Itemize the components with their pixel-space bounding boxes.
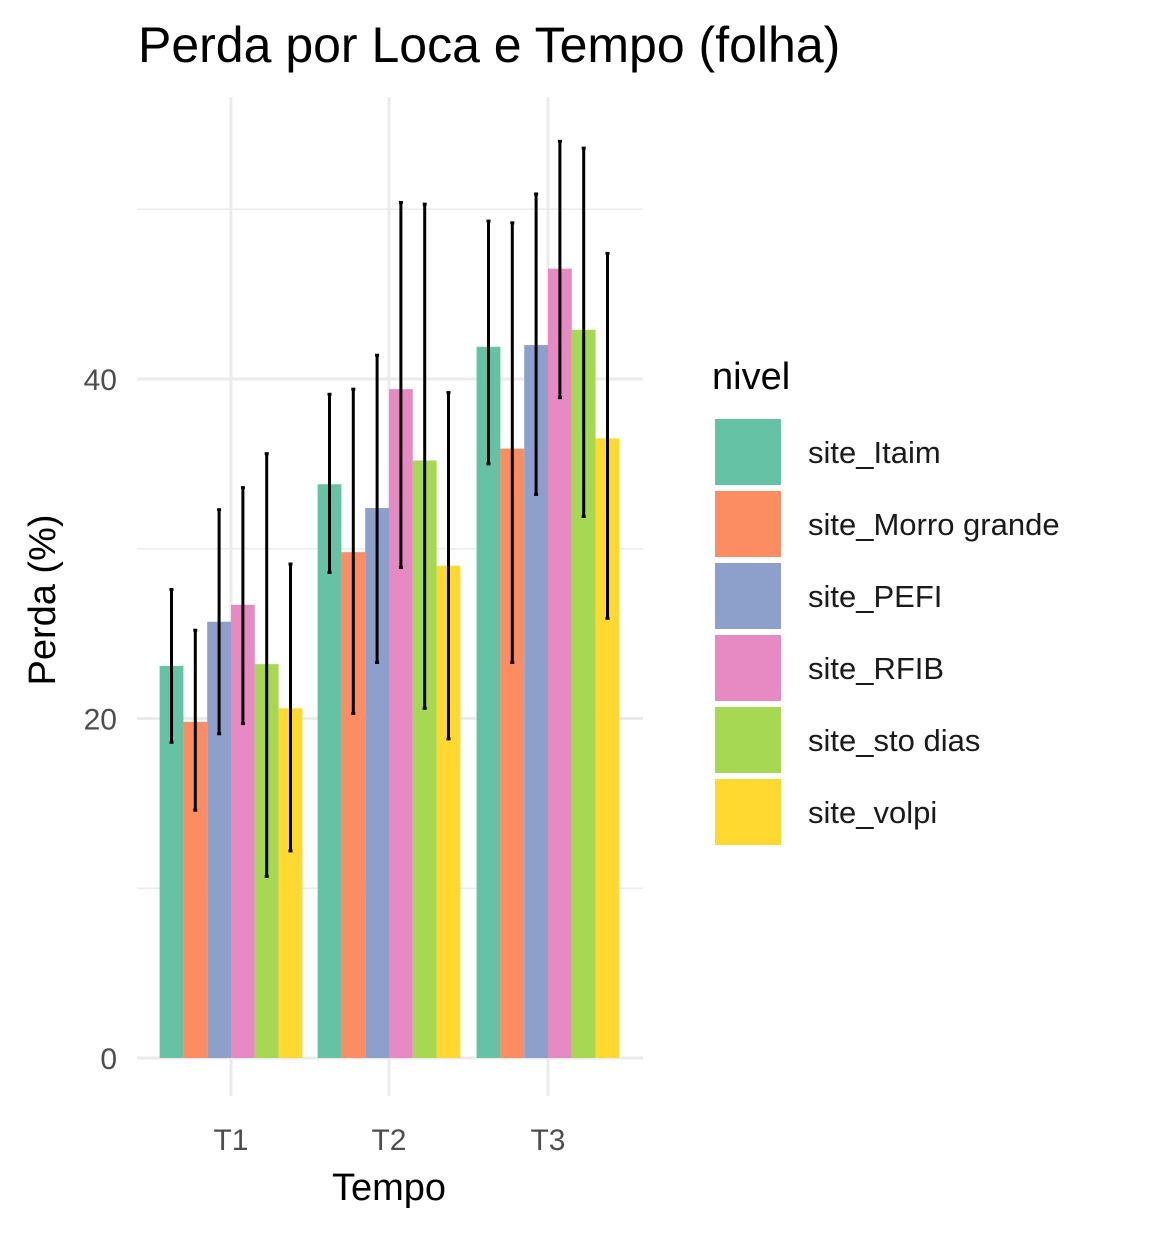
y-tick-label: 0	[100, 1043, 117, 1076]
bar	[436, 565, 461, 1058]
bar	[278, 708, 303, 1058]
y-axis-title: Perda (%)	[22, 514, 64, 685]
bar	[500, 448, 525, 1058]
legend-item: site_Morro grande	[715, 491, 1060, 557]
legend-item: site_RFIB	[715, 635, 944, 701]
x-tick-label: T2	[371, 1124, 406, 1157]
bar	[389, 389, 413, 1058]
legend-key	[715, 707, 781, 773]
bar	[412, 460, 437, 1059]
legend-label: site_RFIB	[808, 651, 944, 686]
legend-item: site_Itaim	[715, 419, 941, 485]
chart-title: Perda por Loca e Tempo (folha)	[138, 17, 840, 73]
y-tick-label: 40	[84, 364, 117, 397]
bar	[159, 665, 184, 1058]
legend-key	[715, 779, 781, 845]
legend-key	[715, 419, 781, 485]
legend-item: site_sto dias	[715, 707, 980, 773]
bar	[183, 721, 208, 1058]
x-tick-label: T1	[213, 1124, 248, 1157]
x-tick-label: T3	[530, 1124, 565, 1157]
legend-label: site_volpi	[808, 795, 937, 830]
bar	[571, 329, 596, 1059]
legend-key	[715, 491, 781, 557]
legend-item: site_PEFI	[715, 563, 942, 629]
legend-key	[715, 563, 781, 629]
bars	[159, 268, 620, 1059]
legend-key	[715, 635, 781, 701]
bar	[524, 345, 548, 1058]
legend: nivel site_Itaim site_Morro grande site_PE…	[712, 356, 1060, 845]
tick-labels: 0 20 40 T1 T2 T3	[84, 364, 566, 1157]
bar	[231, 604, 255, 1058]
legend-title: nivel	[712, 356, 790, 398]
error-bars	[169, 139, 610, 878]
bar	[595, 438, 620, 1059]
y-tick-label: 20	[84, 704, 117, 737]
legend-label: site_Morro grande	[808, 507, 1060, 542]
legend-item: site_volpi	[715, 779, 937, 845]
bar	[207, 621, 231, 1058]
legend-label: site_sto dias	[808, 723, 980, 758]
x-axis-title: Tempo	[332, 1167, 446, 1209]
bar	[476, 346, 501, 1058]
legend-label: site_Itaim	[808, 435, 941, 470]
bar	[317, 484, 342, 1058]
bar	[548, 268, 572, 1059]
bar	[365, 508, 389, 1058]
legend-label: site_PEFI	[808, 579, 942, 614]
legend-items: site_Itaim site_Morro grande site_PEFIsite…	[715, 419, 1060, 845]
bar	[341, 552, 366, 1058]
